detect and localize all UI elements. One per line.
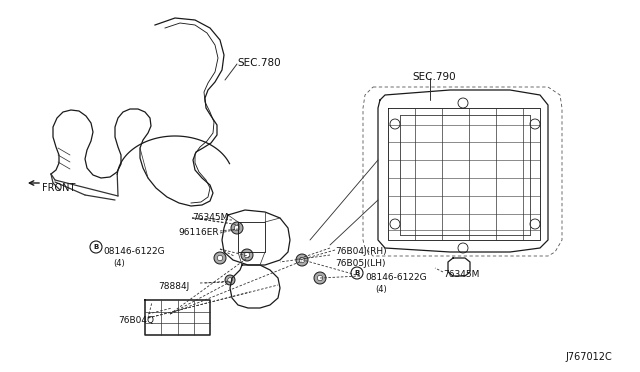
- Text: B: B: [93, 244, 99, 250]
- Circle shape: [225, 275, 235, 285]
- Circle shape: [231, 222, 243, 234]
- Circle shape: [234, 225, 240, 231]
- Text: 08146-6122G: 08146-6122G: [103, 247, 164, 256]
- Circle shape: [218, 255, 223, 261]
- Text: 76B04Q: 76B04Q: [118, 316, 154, 325]
- Circle shape: [314, 272, 326, 284]
- Text: (4): (4): [113, 259, 125, 268]
- Text: 76345M: 76345M: [192, 213, 228, 222]
- Text: (4): (4): [375, 285, 387, 294]
- Circle shape: [317, 275, 323, 281]
- Circle shape: [241, 249, 253, 261]
- Text: B: B: [355, 270, 360, 276]
- Circle shape: [296, 254, 308, 266]
- Text: 76345M: 76345M: [443, 270, 479, 279]
- Circle shape: [214, 252, 226, 264]
- Text: FRONT: FRONT: [42, 183, 76, 193]
- Text: 76B05J(LH): 76B05J(LH): [335, 259, 385, 268]
- Text: J767012C: J767012C: [565, 352, 612, 362]
- Circle shape: [244, 252, 250, 258]
- Text: SEC.780: SEC.780: [237, 58, 280, 68]
- Text: 08146-6122G: 08146-6122G: [365, 273, 427, 282]
- Circle shape: [228, 278, 232, 282]
- Text: 96116ER: 96116ER: [178, 228, 219, 237]
- Text: 78884J: 78884J: [158, 282, 189, 291]
- Text: SEC.790: SEC.790: [412, 72, 456, 82]
- Circle shape: [300, 257, 305, 263]
- Text: 76B04J(RH): 76B04J(RH): [335, 247, 387, 256]
